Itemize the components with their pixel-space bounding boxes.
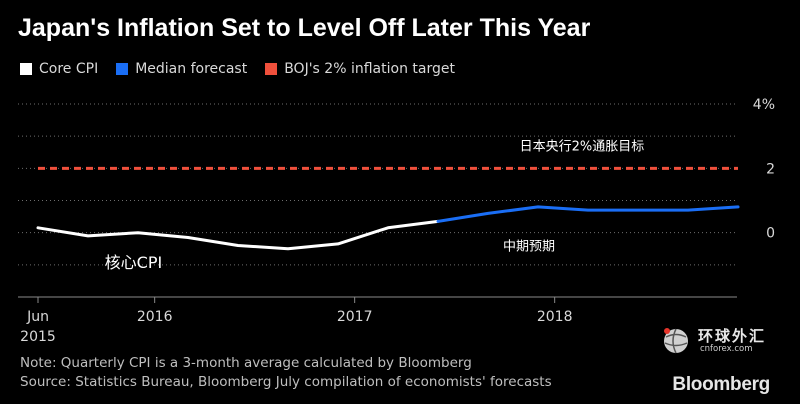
- core-cpi-line: [36, 219, 440, 251]
- legend-swatch-median-forecast: [116, 63, 129, 75]
- globe-icon: [664, 328, 688, 354]
- y-tick-label: 2: [766, 161, 775, 177]
- chart-source: Source: Statistics Bureau, Bloomberg Jul…: [20, 374, 552, 390]
- legend-label-core-cpi: Core CPI: [39, 61, 99, 77]
- legend-item-core-cpi: Core CPI: [20, 61, 98, 77]
- legend-item-boj-target: BOJ's 2% inflation target: [265, 61, 455, 77]
- watermark-url-text: cnforex.com: [700, 344, 753, 354]
- annotation-core-cpi: 核心CPI: [105, 253, 163, 272]
- watermark-cn-text: 环球外汇: [698, 327, 767, 345]
- watermark-logo: 环球外汇 cnforex.com: [660, 324, 770, 358]
- chart-title: Japan's Inflation Set to Level Off Later…: [18, 14, 591, 42]
- y-tick-label: 4%: [753, 97, 775, 113]
- bloomberg-logo: Bloomberg: [672, 374, 770, 395]
- chart-note: Note: Quarterly CPI is a 3-month average…: [20, 355, 472, 371]
- legend-label-boj-target: BOJ's 2% inflation target: [284, 61, 455, 77]
- x-tick-label: 2018: [537, 309, 573, 325]
- x-tick-label: Jun: [26, 309, 49, 325]
- legend-item-median-forecast: Median forecast: [116, 61, 247, 77]
- x-tick-label: 2016: [137, 309, 173, 325]
- y-tick-label: 0: [766, 226, 775, 242]
- legend-swatch-core-cpi: [20, 63, 32, 75]
- x-tick-label: 2017: [337, 309, 373, 325]
- annotation-boj-target: 日本央行2%通胀目标: [520, 140, 645, 155]
- legend-label-median-forecast: Median forecast: [135, 61, 248, 77]
- legend-swatch-boj-target: [265, 63, 278, 75]
- legend: Core CPI Median forecast BOJ's 2% inflat…: [20, 60, 473, 78]
- median-forecast-line: [436, 205, 740, 223]
- annotation-median-forecast: 中期预期: [503, 239, 555, 254]
- x-tick-label-year: 2015: [20, 329, 56, 345]
